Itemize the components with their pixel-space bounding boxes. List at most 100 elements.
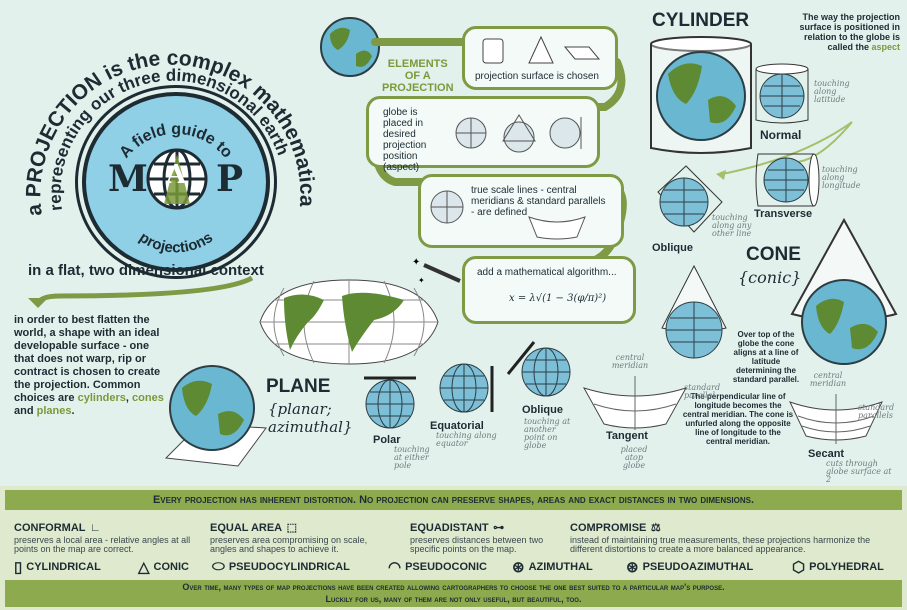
- polyhedral-label: POLYHEDRAL: [809, 561, 884, 573]
- cone-fan-icon: [528, 216, 586, 240]
- shape-pseudocylindrical: ⬭ PSEUDOCYLINDRICAL: [212, 558, 350, 575]
- plane-subtitle: {planar; azimuthal}: [268, 400, 353, 436]
- svg-text:projections: projections: [136, 229, 216, 257]
- equadistant-desc: preserves distances between two specific…: [410, 535, 544, 554]
- oblique-plane-note: touching at another point on globe: [524, 417, 571, 450]
- elements-title-line3: PROJECTION: [382, 82, 454, 94]
- footer-band: Over time, many types of map projections…: [5, 580, 902, 607]
- normal-note: touching along latitude: [814, 79, 850, 104]
- secant-label: Secant: [808, 448, 845, 460]
- plane-globe-image: [164, 365, 267, 467]
- cylinder-icon: ▯: [14, 559, 23, 576]
- aspect-word: aspect: [871, 42, 900, 52]
- elements-title: ELEMENTS OF A PROJECTION: [382, 58, 454, 94]
- polyhedron-icon: ⬡: [792, 559, 806, 576]
- normal-cylinder-icon: [755, 63, 809, 124]
- cylinders-term: cylinders: [77, 392, 126, 404]
- azimuthal-icon: ⊛: [512, 559, 525, 576]
- equatorial-note: touching along equator: [436, 431, 497, 448]
- plane-title: PLANE: [266, 376, 331, 397]
- tangent-label: Tangent: [606, 430, 648, 442]
- cone-big-image: [790, 217, 898, 365]
- cones-term: cones: [132, 392, 164, 404]
- aspect-globes-icon: [455, 114, 582, 153]
- cone-title: CONE: [746, 244, 801, 265]
- polar-label: Polar: [373, 434, 401, 446]
- aspect-note-text: The way the projection surface is positi…: [799, 12, 900, 52]
- aspect-arrows: [716, 121, 853, 180]
- pen-icon: ✦ ✦: [412, 257, 461, 285]
- equadistant-title: EQUADISTANT: [410, 522, 489, 534]
- transverse-cylinder-icon: [755, 153, 820, 207]
- context-line: in a flat, two dimensional context: [28, 262, 264, 279]
- category-equal-area: EQUAL AREA ⬚ preserves area compromising…: [210, 518, 370, 554]
- secant-central-meridian: central meridian: [809, 371, 847, 388]
- pseudoconic-label: PSEUDOCONIC: [405, 561, 487, 573]
- pseudocylindrical-label: PSEUDOCYLINDRICAL: [228, 560, 350, 573]
- pseudoazimuthal-label: PSEUDOAZIMUTHAL: [642, 561, 754, 573]
- oblique-plane-globe-icon: [506, 341, 571, 397]
- area-icon: ⬚: [286, 522, 297, 534]
- cylinder-title: CYLINDER: [652, 10, 750, 31]
- surface-shapes-icon: [482, 35, 601, 64]
- cone-icon: △: [138, 559, 150, 576]
- angle-icon: ∟: [89, 522, 101, 534]
- transverse-label: Transverse: [754, 208, 813, 220]
- equal-area-title: EQUAL AREA: [210, 522, 283, 534]
- category-compromise: COMPROMISE ⚖ instead of maintaining true…: [570, 518, 900, 554]
- category-conformal: CONFORMAL ∟ preserves a local area - rel…: [14, 518, 198, 554]
- compromise-desc: instead of maintaining true measurements…: [570, 535, 871, 554]
- shape-cylindrical: ▯ CYLINDRICAL: [14, 558, 101, 576]
- conformal-desc: preserves a local area - relative angles…: [14, 535, 191, 554]
- azimuthal-label: AZIMUTHAL: [528, 561, 593, 573]
- algorithm-formula: x = λ√(1 − 3(φ/π)²): [509, 293, 607, 304]
- secant-unrolled-cone: [789, 394, 883, 444]
- shape-pseudoconic: ◠ PSEUDOCONIC: [388, 558, 487, 576]
- shape-pseudoazimuthal: ⊛ PSEUDOAZIMUTHAL: [626, 558, 753, 576]
- logo-letter-a: A: [166, 160, 187, 190]
- meridian-globe-icon: [430, 190, 464, 224]
- step1-box: projection surface is chosen: [462, 26, 618, 90]
- shape-azimuthal: ⊛ AZIMUTHAL: [512, 558, 593, 576]
- logo-letter-p: P: [216, 158, 244, 200]
- cone-over-note: Over top of the globe the cone aligns at…: [732, 330, 800, 384]
- step3-box: true scale lines - central meridians & s…: [418, 174, 624, 248]
- planes-term: planes: [36, 405, 72, 417]
- equatorial-label: Equatorial: [430, 420, 484, 432]
- cylindrical-label: CYLINDRICAL: [26, 561, 101, 573]
- logo-letter-m: M: [108, 158, 148, 200]
- pseudocone-icon: ◠: [388, 559, 402, 576]
- logo: A field guide to projections M A P: [82, 92, 270, 272]
- oblique-cylinder-icon: [657, 165, 723, 233]
- normal-label: Normal: [760, 128, 802, 142]
- tangent-cone-icon: [661, 264, 727, 359]
- distance-icon: ⊶: [493, 522, 505, 534]
- step4-box: add a mathematical algorithm... x = λ√(1…: [462, 256, 636, 324]
- footer-line1: Over time, many types of map projections…: [182, 582, 725, 592]
- context-arrow: [28, 275, 254, 308]
- secant-note: cuts through globe surface at 2: [826, 459, 892, 484]
- scales-icon: ⚖: [650, 522, 661, 534]
- conformal-title: CONFORMAL: [14, 522, 86, 534]
- step1-text: projection surface is chosen: [475, 71, 599, 82]
- shape-polyhedral: ⬡ POLYHEDRAL: [792, 558, 884, 576]
- conic-label: CONIC: [153, 561, 189, 573]
- period: .: [71, 405, 75, 417]
- step2-text: globe is placed in desired projection po…: [383, 107, 427, 173]
- tangent-note: placed atop globe: [620, 445, 648, 470]
- cone-subtitle: {conic}: [738, 268, 802, 287]
- intro-paragraph: in order to best flatten the world, a sh…: [14, 314, 164, 417]
- cone-perpendicular-note: The perpendicular line of longitude beco…: [682, 392, 794, 446]
- small-globe-image: [320, 17, 380, 77]
- tangent-central-meridian: central meridian: [611, 353, 649, 370]
- equatorial-globe-icon: [439, 363, 494, 413]
- step2-box: globe is placed in desired projection po…: [366, 96, 600, 173]
- intro-body: in order to best flatten the world, a sh…: [14, 314, 161, 404]
- svg-text:✦: ✦: [412, 257, 420, 268]
- shape-conic: △ CONIC: [138, 558, 189, 576]
- globe-icon: [146, 148, 208, 210]
- distortion-banner: Every projection has inherent distortion…: [5, 490, 902, 510]
- pseudoazimuthal-icon: ⊛: [626, 559, 639, 576]
- secant-standard-parallels: standard parallels: [858, 403, 895, 420]
